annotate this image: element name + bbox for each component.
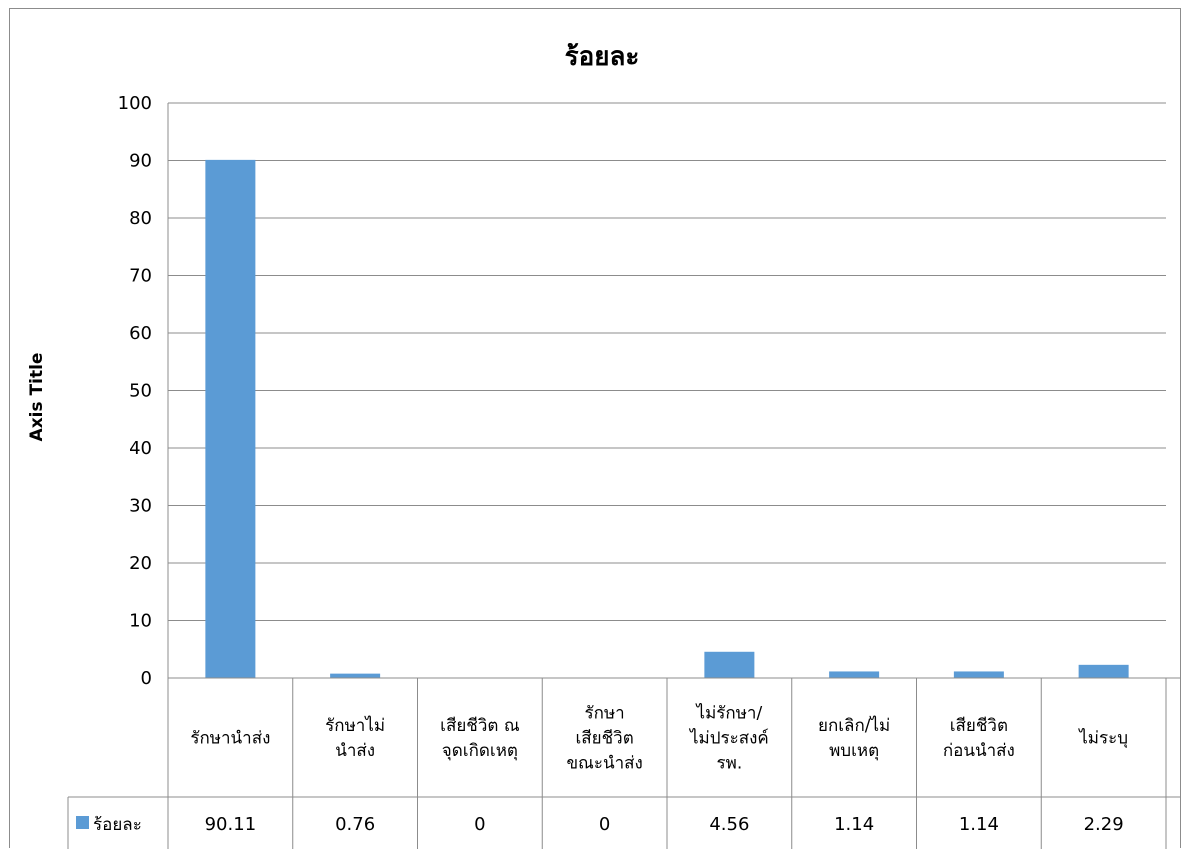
y-tick-label: 90	[129, 151, 152, 172]
data-label: 0	[599, 814, 610, 835]
bar	[205, 159, 256, 678]
data-label: 4.56	[709, 814, 749, 835]
y-axis: 0 10 20 30 40 50 60 70 80 90 100	[118, 93, 169, 689]
data-label: 1.14	[959, 814, 999, 835]
data-label: 0	[474, 814, 485, 835]
data-label: 0.76	[335, 814, 375, 835]
category-label: ยกเลิก/ไม่พบเหตุ	[818, 715, 890, 761]
category-label: รักษาเสียชีวิตขณะนำส่ง	[566, 704, 642, 774]
gridlines	[168, 102, 1166, 621]
y-tick-label: 10	[129, 611, 152, 632]
bar	[330, 673, 381, 678]
y-tick-label: 70	[129, 266, 152, 287]
bar	[1078, 664, 1129, 678]
y-tick-label: 100	[118, 93, 152, 114]
y-tick-label: 20	[129, 553, 152, 574]
y-tick-label: 80	[129, 208, 152, 229]
bars	[205, 159, 1129, 678]
category-label: รักษาไม่นำส่ง	[325, 715, 385, 761]
y-tick-label: 50	[129, 381, 152, 402]
y-tick-label: 40	[129, 438, 152, 459]
y-tick-label: 60	[129, 323, 152, 344]
bar	[829, 671, 880, 678]
data-label: 90.11	[205, 814, 257, 835]
bar-chart: ร้อยละ Axis Title 0 10 20 30 40 50 60 70 80 90 100…	[27, 42, 1180, 849]
category-label: รักษานำส่ง	[190, 729, 270, 749]
data-label: 1.14	[834, 814, 874, 835]
data-label: 2.29	[1084, 814, 1124, 835]
legend-label: ร้อยละ	[93, 815, 142, 835]
category-label: ไม่ระบุ	[1077, 728, 1128, 749]
legend-swatch	[76, 816, 89, 829]
category-label: ไม่รักษา/ไม่ประสงค์รพ.	[688, 703, 769, 774]
y-tick-label: 0	[141, 668, 152, 689]
data-table: รักษานำส่ง รักษาไม่นำส่ง เสียชีวิต ณจุดเกิ…	[67, 677, 1180, 849]
category-label: เสียชีวิตก่อนนำส่ง	[943, 716, 1015, 761]
bar	[704, 651, 755, 678]
y-tick-label: 30	[129, 496, 152, 517]
chart-frame: ร้อยละ Axis Title 0 10 20 30 40 50 60 70 80 90 100…	[9, 8, 1181, 849]
y-axis-title: Axis Title	[27, 353, 47, 442]
chart-title: ร้อยละ	[565, 42, 640, 72]
category-label: เสียชีวิต ณจุดเกิดเหตุ	[440, 716, 520, 761]
bar	[953, 671, 1004, 678]
